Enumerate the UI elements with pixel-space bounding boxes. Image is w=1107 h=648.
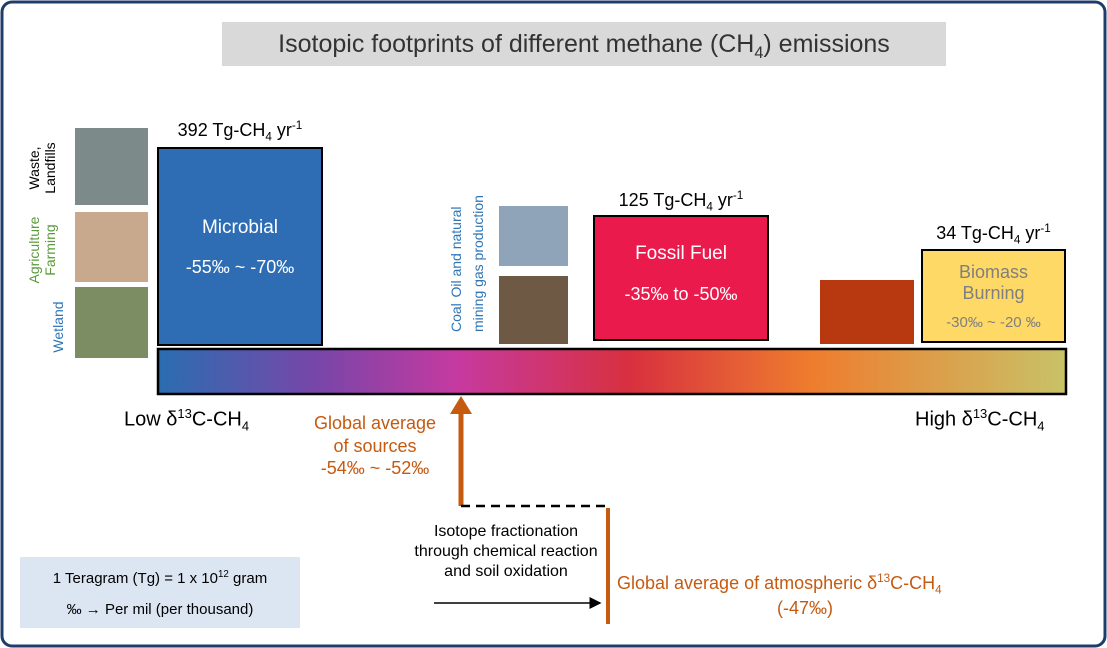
biomass-box <box>921 249 1066 343</box>
label-line: Landfills <box>42 142 59 194</box>
text-line: and soil oxidation <box>444 563 568 580</box>
text-line: of sources <box>333 435 417 456</box>
microbial-name: Microbial <box>201 217 279 238</box>
coal-label-1: Coal <box>448 172 464 332</box>
text-line: Global average <box>313 413 437 433</box>
photo-coal-mine <box>499 276 568 344</box>
axis-text: C-CH <box>191 408 242 431</box>
axis-low: Low δ13C-CH4 <box>124 406 250 435</box>
atm-text: C-CH <box>890 573 936 593</box>
atm-sub: 4 <box>935 583 942 597</box>
fossil-flux: 125 Tg-CH4 yr-1 <box>594 189 768 214</box>
text-line: through chemical reaction <box>414 543 598 560</box>
flux-sup: -1 <box>291 119 303 132</box>
legend-box <box>20 557 300 628</box>
atmospheric-value: (-47‰) <box>776 598 833 618</box>
oil-label: gas production <box>470 195 486 287</box>
photo-fire <box>820 280 914 344</box>
biomass-range: -30‰ ~ -20 ‰ <box>946 314 1041 331</box>
name-line: Burning <box>962 282 1025 303</box>
waste-label: Waste, Landfills <box>26 130 58 206</box>
biomass-name: Biomass Burning <box>922 262 1065 303</box>
coal-label: Coal <box>448 303 464 332</box>
photo-farming <box>75 212 148 282</box>
isotope-scale-bar <box>156 347 1068 396</box>
axis-text: C-CH <box>987 408 1038 431</box>
fossil-box <box>593 215 769 341</box>
atmospheric-average: Global average of atmospheric δ13C-CH4 <box>617 572 942 597</box>
microbial-range: -55‰ ~ -70‰ <box>185 257 295 277</box>
legend-text: gram <box>228 570 268 587</box>
legend-sup: 12 <box>218 569 229 580</box>
flux-sub: 4 <box>1013 233 1021 247</box>
biomass-flux: 34 Tg-CH4 yr-1 <box>922 222 1065 247</box>
photo-gas-plant <box>499 206 568 266</box>
legend-permil: ‰ → Per mil (per thousand) <box>66 601 254 618</box>
name-line: Biomass <box>958 262 1029 282</box>
flux-sub: 4 <box>706 200 713 214</box>
axis-text: Low δ <box>124 408 178 431</box>
label-line: Agriculture <box>26 216 42 284</box>
flux-text: yr <box>1020 223 1041 243</box>
title-text: ) emissions <box>763 30 890 58</box>
label-line: Farming <box>42 224 59 276</box>
text-line: -54‰ ~ -52‰ <box>320 458 430 478</box>
legend-text: 1 Teragram (Tg) = 1 x 10 <box>52 570 218 587</box>
photo-wetland <box>75 287 148 358</box>
flux-sup: -1 <box>1040 222 1051 235</box>
flux-text: 34 Tg-CH <box>936 223 1014 243</box>
fractionation: Isotope fractionation through chemical re… <box>400 522 612 582</box>
title-box <box>222 22 946 66</box>
atm-sup: 13 <box>877 572 891 585</box>
oil-label-2: gas production <box>470 176 486 306</box>
fossil-range: -35‰ to -50‰ <box>624 284 738 304</box>
axis-sub: 4 <box>1037 418 1045 434</box>
microbial-box <box>157 147 323 346</box>
sources-average: Global average of sources -54‰ ~ -52‰ <box>290 412 460 480</box>
flux-text: 392 Tg-CH <box>177 120 266 140</box>
legend-teragram: 1 Teragram (Tg) = 1 x 1012 gram <box>20 569 300 587</box>
axis-sub: 4 <box>241 418 250 434</box>
wetland-label: Wetland <box>50 301 66 353</box>
sources-arrow-head <box>450 396 472 414</box>
photo-landfill <box>75 128 148 205</box>
label-line: Waste, <box>26 146 42 190</box>
agriculture-label: Agriculture Farming <box>26 210 58 290</box>
axis-high: High δ13C-CH4 <box>915 406 1045 435</box>
axis-sup: 13 <box>972 406 988 421</box>
title-text: Isotopic footprints of different methane… <box>278 30 755 58</box>
fossil-name: Fossil Fuel <box>635 243 727 264</box>
title-sub: 4 <box>754 44 764 62</box>
axis-text: High δ <box>915 408 973 431</box>
flux-text: yr <box>712 190 733 210</box>
flux-text: yr <box>271 120 292 140</box>
flux-sub: 4 <box>265 130 272 144</box>
atm-text: Global average of atmospheric δ <box>617 573 878 593</box>
microbial-flux: 392 Tg-CH4 yr-1 <box>158 119 322 144</box>
text-line: Isotope fractionation <box>433 523 579 540</box>
axis-sup: 13 <box>177 406 192 421</box>
flux-sup: -1 <box>732 189 744 202</box>
flux-text: 125 Tg-CH <box>618 190 707 210</box>
title: Isotopic footprints of different methane… <box>222 30 946 63</box>
